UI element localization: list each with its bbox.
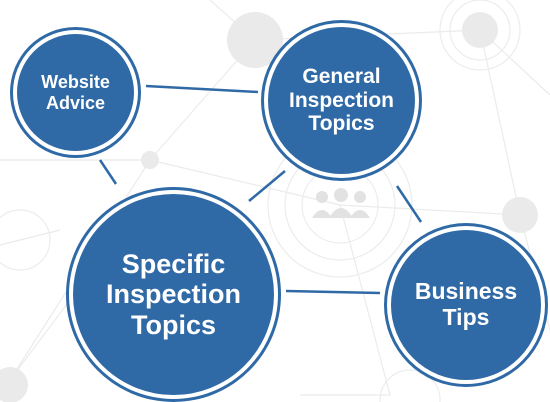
topic-connectors [98,84,423,295]
people-group-icon [312,188,370,218]
background-dots [0,12,538,402]
connector-general-specific [248,170,286,202]
connector-website-general [145,84,259,94]
website-advice-node[interactable]: Website Advice [13,30,138,155]
general-inspection-topics-node[interactable]: General Inspection Topics [264,23,419,178]
specific-inspection-topics-node[interactable]: Specific Inspection Topics [69,190,278,399]
connector-general-business [395,185,423,223]
connector-specific-business [285,289,381,295]
connector-website-specific [98,159,118,185]
business-tips-node[interactable]: Business Tips [387,226,545,384]
